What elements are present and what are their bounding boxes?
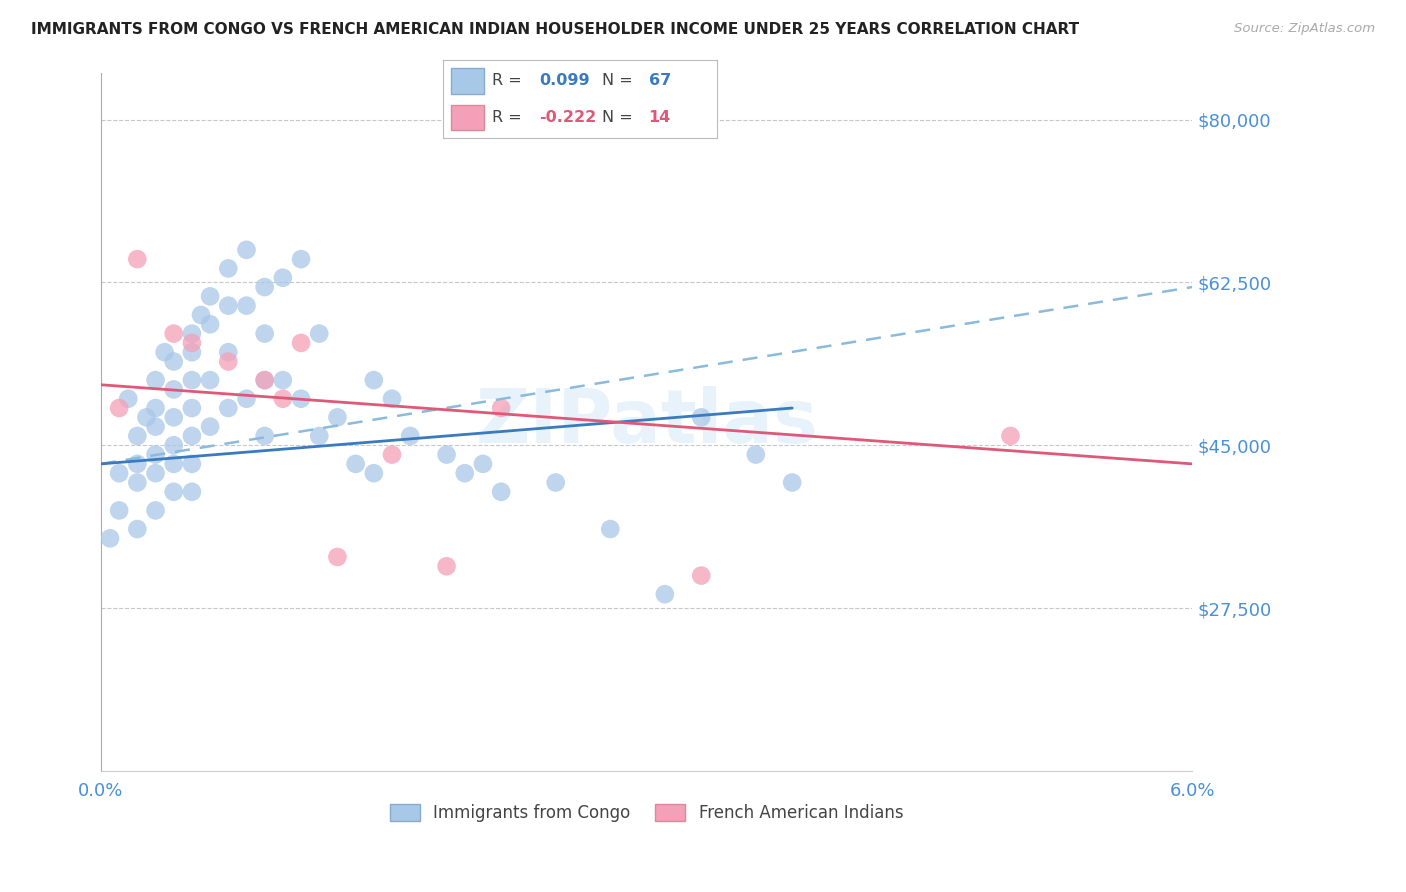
Point xyxy=(489,484,512,499)
Point xyxy=(290,252,312,266)
Point xyxy=(690,568,713,582)
Point xyxy=(108,503,131,517)
Point xyxy=(180,373,202,387)
Legend: Immigrants from Congo, French American Indians: Immigrants from Congo, French American I… xyxy=(384,797,910,829)
Point xyxy=(163,383,186,397)
Point xyxy=(190,308,212,322)
Point xyxy=(745,448,768,462)
Point xyxy=(145,466,167,480)
Text: N =: N = xyxy=(602,73,633,88)
Point xyxy=(180,401,202,415)
Point xyxy=(163,410,186,425)
Point xyxy=(599,522,621,536)
Text: ZIPatlas: ZIPatlas xyxy=(475,385,818,458)
Point xyxy=(290,392,312,406)
Text: R =: R = xyxy=(492,73,522,88)
Point xyxy=(180,335,202,350)
Point xyxy=(399,429,422,443)
Text: Source: ZipAtlas.com: Source: ZipAtlas.com xyxy=(1234,22,1375,36)
Point xyxy=(381,448,404,462)
Point xyxy=(180,326,202,341)
Point xyxy=(235,299,257,313)
Text: -0.222: -0.222 xyxy=(538,111,596,126)
Point xyxy=(145,401,167,415)
Point xyxy=(654,587,676,601)
Point xyxy=(1000,429,1022,443)
Point xyxy=(253,280,276,294)
Point xyxy=(271,373,294,387)
Point xyxy=(180,457,202,471)
Point xyxy=(180,429,202,443)
Point xyxy=(117,392,139,406)
Point xyxy=(180,345,202,359)
Point xyxy=(198,419,221,434)
Point xyxy=(253,373,276,387)
Point xyxy=(217,299,239,313)
Point xyxy=(780,475,803,490)
Point xyxy=(235,392,257,406)
Point xyxy=(471,457,494,471)
Text: R =: R = xyxy=(492,111,522,126)
Point xyxy=(363,373,385,387)
Point xyxy=(290,335,312,350)
Point xyxy=(145,448,167,462)
Point xyxy=(163,326,186,341)
Point xyxy=(127,522,149,536)
Point xyxy=(217,345,239,359)
Point xyxy=(271,270,294,285)
Point xyxy=(308,326,330,341)
Point xyxy=(127,457,149,471)
Text: 67: 67 xyxy=(648,73,671,88)
Point xyxy=(145,419,167,434)
Point xyxy=(217,354,239,368)
Point xyxy=(98,532,121,546)
Point xyxy=(163,457,186,471)
Point xyxy=(253,373,276,387)
Point xyxy=(436,559,458,574)
Point xyxy=(217,261,239,276)
Point xyxy=(198,373,221,387)
Point xyxy=(108,466,131,480)
Point xyxy=(127,475,149,490)
Point xyxy=(271,392,294,406)
Point xyxy=(326,549,349,564)
Point xyxy=(127,429,149,443)
Point xyxy=(308,429,330,443)
Point xyxy=(544,475,567,490)
Point xyxy=(363,466,385,480)
Point xyxy=(198,318,221,332)
Text: N =: N = xyxy=(602,111,633,126)
Point xyxy=(153,345,176,359)
Point xyxy=(489,401,512,415)
FancyBboxPatch shape xyxy=(451,69,484,94)
Text: 0.099: 0.099 xyxy=(538,73,589,88)
Point xyxy=(127,252,149,266)
FancyBboxPatch shape xyxy=(451,105,484,130)
Point xyxy=(163,438,186,452)
Point xyxy=(253,429,276,443)
Point xyxy=(108,401,131,415)
Point xyxy=(326,410,349,425)
Text: 14: 14 xyxy=(648,111,671,126)
Point xyxy=(163,484,186,499)
Point xyxy=(217,401,239,415)
Point xyxy=(436,448,458,462)
Point xyxy=(145,503,167,517)
Point xyxy=(381,392,404,406)
Point xyxy=(180,484,202,499)
Point xyxy=(145,373,167,387)
Point xyxy=(253,326,276,341)
Point xyxy=(344,457,367,471)
Point xyxy=(690,410,713,425)
Point xyxy=(163,354,186,368)
Point xyxy=(235,243,257,257)
Text: IMMIGRANTS FROM CONGO VS FRENCH AMERICAN INDIAN HOUSEHOLDER INCOME UNDER 25 YEAR: IMMIGRANTS FROM CONGO VS FRENCH AMERICAN… xyxy=(31,22,1078,37)
Point xyxy=(454,466,477,480)
Point xyxy=(135,410,157,425)
Point xyxy=(198,289,221,303)
